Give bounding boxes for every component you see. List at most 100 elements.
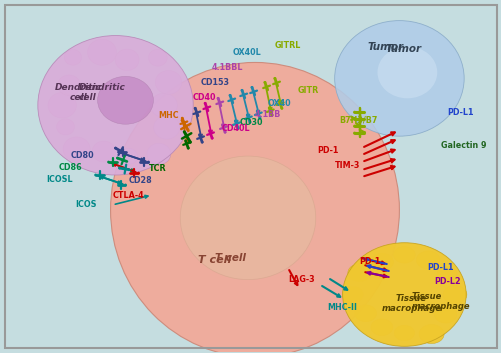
Text: T cell: T cell <box>215 253 245 263</box>
Text: Tissue
macrophage: Tissue macrophage <box>410 292 469 311</box>
Circle shape <box>116 157 119 160</box>
Circle shape <box>147 161 149 163</box>
Ellipse shape <box>436 266 456 281</box>
Circle shape <box>117 151 120 154</box>
Text: ICOS: ICOS <box>76 201 97 209</box>
Circle shape <box>124 184 127 186</box>
Circle shape <box>352 118 355 121</box>
Text: PD-1: PD-1 <box>359 257 380 266</box>
Text: Galectin 9: Galectin 9 <box>440 140 486 150</box>
Circle shape <box>250 86 253 89</box>
Text: Tumor: Tumor <box>367 42 403 52</box>
Ellipse shape <box>48 92 76 118</box>
Circle shape <box>94 174 97 176</box>
Ellipse shape <box>97 76 153 124</box>
Circle shape <box>200 141 203 144</box>
Text: CD30: CD30 <box>239 118 263 127</box>
Text: Dendritic
cell: Dendritic cell <box>55 83 102 102</box>
Circle shape <box>137 172 140 174</box>
Text: CD28: CD28 <box>128 176 152 185</box>
Ellipse shape <box>442 286 466 304</box>
Ellipse shape <box>334 20 463 136</box>
Circle shape <box>258 117 261 120</box>
Text: CD40: CD40 <box>192 93 215 102</box>
Text: PD-L1: PD-L1 <box>446 108 473 117</box>
Circle shape <box>180 117 183 120</box>
Text: OX40: OX40 <box>268 99 291 108</box>
Ellipse shape <box>393 325 414 341</box>
Text: T cell: T cell <box>198 255 231 265</box>
Circle shape <box>280 107 283 110</box>
Ellipse shape <box>370 319 392 336</box>
Text: 4.1BBL: 4.1BBL <box>212 63 243 72</box>
Ellipse shape <box>110 62 399 353</box>
Text: MHC: MHC <box>158 111 179 120</box>
Text: CD40L: CD40L <box>221 124 250 133</box>
Ellipse shape <box>347 264 370 281</box>
Ellipse shape <box>153 116 179 139</box>
Circle shape <box>352 125 355 128</box>
Circle shape <box>270 114 273 116</box>
Ellipse shape <box>155 71 181 94</box>
Text: PD-L2: PD-L2 <box>433 277 460 286</box>
Circle shape <box>188 140 191 144</box>
Text: Dendritic
cell: Dendritic cell <box>79 83 125 102</box>
Text: LAG-3: LAG-3 <box>287 275 314 284</box>
Text: PD-1: PD-1 <box>317 145 339 155</box>
Circle shape <box>180 119 183 122</box>
Text: GITRL: GITRL <box>275 41 301 50</box>
Ellipse shape <box>415 251 439 269</box>
Circle shape <box>193 107 196 110</box>
Ellipse shape <box>150 93 177 117</box>
Circle shape <box>203 102 206 105</box>
Circle shape <box>114 147 117 150</box>
Ellipse shape <box>377 47 436 98</box>
Ellipse shape <box>58 75 80 95</box>
Ellipse shape <box>115 49 139 71</box>
Circle shape <box>186 147 189 150</box>
Ellipse shape <box>370 253 393 271</box>
Ellipse shape <box>180 156 315 280</box>
Ellipse shape <box>148 49 167 66</box>
Ellipse shape <box>354 305 376 322</box>
Ellipse shape <box>57 119 74 135</box>
Ellipse shape <box>64 49 82 65</box>
Circle shape <box>216 97 219 100</box>
Text: Tissue
macrophage: Tissue macrophage <box>380 294 440 313</box>
Text: TCR: TCR <box>148 163 166 173</box>
Ellipse shape <box>63 137 90 161</box>
Ellipse shape <box>433 306 456 323</box>
Text: CD153: CD153 <box>200 78 229 87</box>
Ellipse shape <box>342 243 465 346</box>
Ellipse shape <box>393 246 414 263</box>
Circle shape <box>352 111 355 114</box>
Text: CD80: CD80 <box>71 151 94 160</box>
Circle shape <box>263 81 266 84</box>
Ellipse shape <box>342 287 362 303</box>
Text: Tumor: Tumor <box>385 43 421 54</box>
Ellipse shape <box>87 39 116 65</box>
Text: GITR: GITR <box>297 86 319 95</box>
Circle shape <box>210 137 213 139</box>
Text: CTLA-4: CTLA-4 <box>112 191 144 201</box>
Text: B7H3/B7: B7H3/B7 <box>339 116 377 125</box>
Text: 4.1BB: 4.1BB <box>255 110 281 119</box>
Circle shape <box>223 131 226 133</box>
Circle shape <box>240 89 243 92</box>
Ellipse shape <box>119 148 137 164</box>
Circle shape <box>352 132 355 135</box>
Circle shape <box>228 94 231 97</box>
Circle shape <box>273 77 276 80</box>
Ellipse shape <box>38 36 193 175</box>
Circle shape <box>248 121 251 124</box>
Circle shape <box>118 167 121 169</box>
Circle shape <box>236 127 239 130</box>
Ellipse shape <box>147 143 170 164</box>
Text: MHC-II: MHC-II <box>327 303 357 312</box>
Ellipse shape <box>92 141 115 162</box>
Text: ICOSL: ICOSL <box>46 175 72 185</box>
Text: PD-L1: PD-L1 <box>426 263 453 272</box>
Text: CD86: CD86 <box>59 162 82 172</box>
Circle shape <box>107 161 110 163</box>
Text: TIM-3: TIM-3 <box>334 161 359 169</box>
